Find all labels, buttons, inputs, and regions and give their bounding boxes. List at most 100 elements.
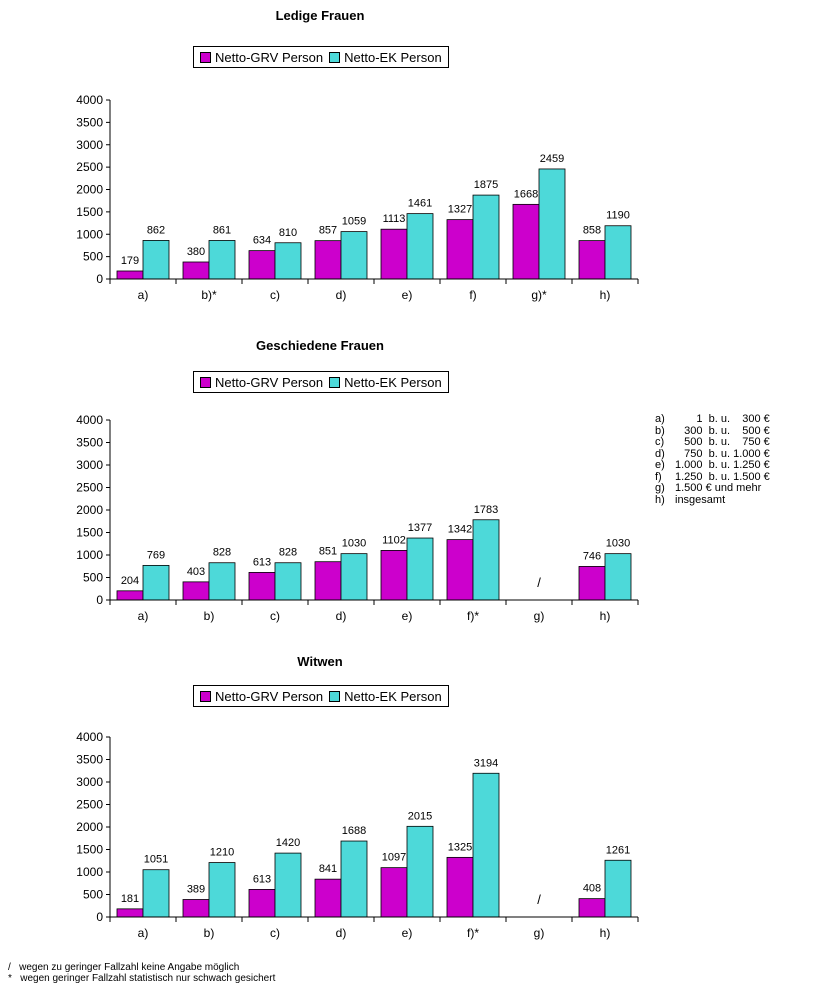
legend-label-grv: Netto-GRV Person: [215, 688, 324, 704]
legend-item-grv: Netto-GRV Person: [200, 689, 323, 704]
y-tick-label: 1500: [76, 526, 103, 540]
key-text: 1.000 b. u. 1.250 €: [675, 459, 770, 471]
y-tick-label: 1000: [76, 865, 103, 879]
chart-title-witwen: Witwen: [297, 654, 343, 669]
legend-swatch-grv: [200, 376, 211, 388]
chart-title-geschiedene: Geschiedene Frauen: [256, 338, 384, 353]
bar-grv: [182, 899, 210, 918]
bar-ek: [538, 168, 566, 280]
data-label-ek: 1875: [474, 179, 498, 191]
legend-swatch-ek: [329, 690, 341, 702]
data-label-ek: 2459: [540, 153, 564, 165]
bar-ek: [274, 852, 302, 918]
y-tick-label: 3000: [76, 458, 103, 472]
data-label-grv: 613: [253, 556, 271, 568]
legend-item-ek: Netto-EK Person: [329, 689, 442, 704]
legend-label-ek: Netto-EK Person: [344, 374, 442, 390]
bar-ek: [340, 553, 368, 601]
key-row: c) 500 b. u. 750 €: [655, 436, 770, 449]
y-tick-label: 3000: [76, 775, 103, 789]
footnote-missing: / wegen zu geringer Fallzahl keine Angab…: [8, 962, 240, 973]
key-code: f): [655, 470, 662, 483]
y-tick-label: 2500: [76, 798, 103, 812]
missing-value-marker: /: [537, 892, 541, 907]
key-code: a): [655, 413, 665, 425]
key-row: d) 750 b. u. 1.000 €: [655, 447, 770, 461]
y-tick-label: 4000: [76, 413, 103, 427]
data-label-grv: 634: [253, 235, 271, 247]
data-label-ek: 2015: [408, 810, 432, 822]
y-tick-label: 3500: [76, 436, 103, 450]
y-tick-label: 500: [83, 571, 103, 585]
key-text: 1.500 € und mehr: [675, 482, 762, 494]
key-row: g) 1.500 € und mehr: [655, 482, 770, 495]
key-code: g): [655, 482, 665, 494]
bar-ek: [604, 553, 632, 601]
data-label-ek: 1688: [342, 825, 366, 837]
y-tick-label: 2500: [76, 160, 103, 174]
key-code: c): [655, 436, 665, 448]
key-code: h): [655, 493, 665, 506]
data-label-ek: 3194: [474, 757, 498, 769]
data-label-grv: 380: [187, 246, 205, 258]
legend-item-grv: Netto-GRV Person: [200, 375, 323, 390]
bar-chart-geschiedene: 0 500 1000 1500 2000 2500 3000 3500 4000 204 769 a)…: [76, 413, 639, 623]
x-tick-label: h): [600, 926, 611, 940]
x-tick-label: d): [336, 609, 347, 623]
x-tick-label: a): [138, 926, 149, 940]
footnote-weak: * wegen geringer Fallzahl statistisch nu…: [8, 973, 276, 984]
x-tick-label: f): [469, 288, 476, 302]
data-label-ek: 861: [213, 224, 231, 236]
data-label-grv: 858: [583, 225, 601, 237]
legend-swatch-ek: [329, 376, 341, 388]
data-label-ek: 1783: [474, 504, 498, 516]
bar-ek: [208, 862, 236, 918]
category-key: a) 1 b. u. 300 € b) 300 b. u. 500 € c) 5…: [655, 413, 770, 507]
footnotes: / wegen zu geringer Fallzahl keine Angab…: [8, 962, 275, 984]
data-label-ek: 1420: [276, 837, 300, 849]
key-code: b): [655, 424, 665, 437]
y-tick-label: 0: [96, 910, 103, 924]
y-tick-label: 2500: [76, 481, 103, 495]
legend-item-ek: Netto-EK Person: [329, 375, 442, 390]
chart-title-ledige: Ledige Frauen: [275, 8, 365, 23]
bar-ek: [604, 859, 632, 918]
y-tick-label: 0: [96, 593, 103, 607]
data-label-ek: 1261: [606, 844, 630, 856]
legend-item-ek: Netto-EK Person: [329, 50, 442, 65]
bar-ek: [208, 562, 236, 601]
data-label-ek: 1030: [606, 538, 630, 550]
legend-swatch-grv: [200, 51, 211, 63]
bar-ek: [406, 825, 434, 918]
bar-chart-ledige: 0 500 1000 1500 2000 2500 3000 3500 4000 179 862 a)…: [76, 93, 639, 302]
y-tick-label: 3000: [76, 138, 103, 152]
x-tick-label: h): [600, 288, 611, 302]
x-tick-label: b): [204, 609, 215, 623]
legend-geschiedene: Netto-GRV Person Netto-EK Person: [193, 371, 449, 393]
x-tick-label: d): [336, 926, 347, 940]
x-tick-label: c): [270, 609, 280, 623]
key-code: e): [655, 459, 665, 471]
x-tick-label: f)*: [467, 609, 479, 623]
y-tick-label: 2000: [76, 820, 103, 834]
x-tick-label: b): [204, 926, 215, 940]
bar-grv: [578, 898, 606, 918]
data-label-grv: 851: [319, 546, 337, 558]
key-row: h) insgesamt: [655, 493, 770, 507]
data-label-grv: 1113: [383, 213, 406, 225]
bar-ek: [340, 231, 368, 280]
bar-ek: [406, 213, 434, 280]
legend-witwen: Netto-GRV Person Netto-EK Person: [193, 685, 449, 707]
data-label-grv: 1102: [382, 534, 406, 546]
bar-ek: [274, 242, 302, 280]
key-text: 750 b. u. 1.000 €: [675, 447, 770, 460]
key-row: e) 1.000 b. u. 1.250 €: [655, 459, 770, 472]
x-tick-label: g)*: [531, 288, 547, 302]
bar-grv: [248, 889, 276, 918]
data-label-ek: 1059: [342, 216, 366, 228]
legend-item-grv: Netto-GRV Person: [200, 50, 323, 65]
x-tick-label: c): [270, 926, 280, 940]
key-text: 1 b. u. 300 €: [675, 413, 770, 425]
y-tick-label: 0: [96, 272, 103, 286]
key-row: f) 1.250 b. u. 1.500 €: [655, 470, 770, 484]
